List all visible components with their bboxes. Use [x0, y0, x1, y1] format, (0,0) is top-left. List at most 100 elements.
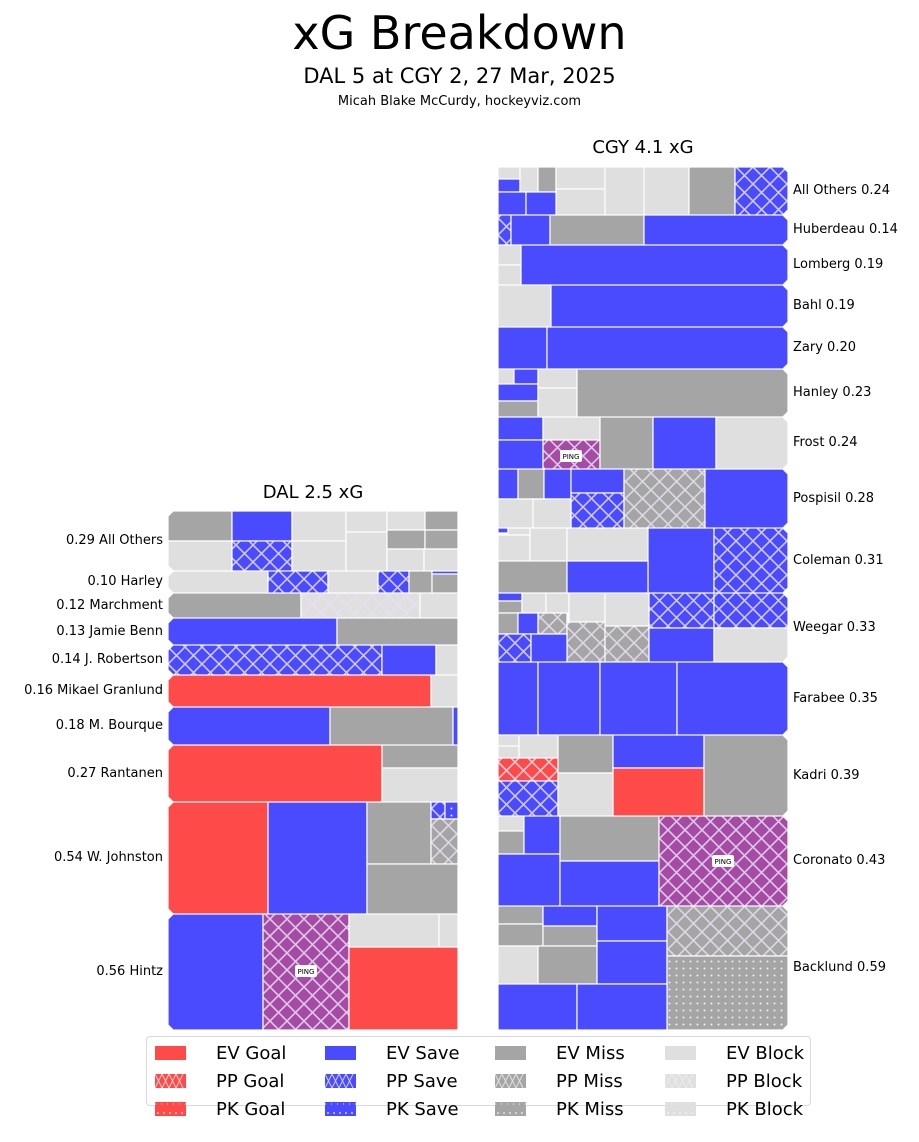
shot-ev-save: [513, 369, 539, 385]
shot-ev-block: [345, 511, 388, 533]
shot-pp-save: [570, 492, 625, 528]
player-label: All Others 0.24: [793, 183, 891, 198]
shot-ev-miss: [336, 618, 458, 645]
shot-pp-miss: [623, 469, 706, 528]
cgy-panel-title: CGY 4.1 xG: [592, 137, 694, 158]
shot-ev-block: [430, 675, 458, 707]
shot-ev-miss: [537, 167, 557, 193]
ping-label: PING: [563, 453, 580, 461]
legend-swatch: [495, 1074, 526, 1088]
shot-ev-save: [546, 327, 788, 369]
legend-label: EV Save: [386, 1043, 460, 1064]
shot-ev-block: [555, 188, 606, 215]
shot-ev-save: [520, 245, 788, 285]
shot-ev-block: [498, 745, 520, 759]
shot-ev-block: [498, 534, 531, 562]
shot-pp-miss: [537, 612, 568, 635]
shot-ev-block: [291, 511, 347, 542]
shot-ev-miss: [168, 593, 302, 618]
shot-ev-goal: [612, 767, 705, 816]
shot-ev-miss: [168, 511, 233, 542]
shot-pk-save: [444, 802, 458, 820]
shot-ev-miss: [498, 600, 523, 614]
player-label: 0.29 All Others: [65, 533, 163, 548]
shot-ev-save: [523, 816, 561, 855]
shot-ev-goal: [348, 946, 458, 1030]
ping-annotation: PING: [560, 450, 582, 462]
player-row-farabee: [498, 662, 788, 735]
legend-label: EV Miss: [556, 1043, 625, 1064]
player-label: 0.54 W. Johnston: [53, 850, 163, 865]
shot-ev-miss: [329, 707, 454, 745]
shot-ev-goal: [168, 745, 383, 802]
legend-swatch: [325, 1074, 356, 1088]
legend-label: PK Goal: [216, 1099, 286, 1120]
shot-ev-block: [643, 167, 690, 215]
shot-pp-save: [267, 571, 329, 593]
player-row-jamie-benn: [168, 618, 458, 645]
dal-panel-title: DAL 2.5 xG: [262, 482, 364, 503]
legend-label: PK Miss: [556, 1099, 624, 1120]
shot-ev-save: [498, 853, 561, 906]
shot-ev-miss: [576, 369, 788, 417]
shot-ev-block: [386, 511, 426, 531]
shot-ev-miss: [498, 923, 544, 947]
shot-ev-save: [498, 662, 539, 735]
legend-label: PP Block: [726, 1071, 803, 1092]
shot-ev-block: [532, 498, 572, 528]
legend-swatch: [155, 1046, 186, 1060]
shot-ev-save: [510, 215, 551, 245]
shot-ev-save: [530, 633, 568, 662]
shot-ev-block: [529, 528, 568, 562]
shot-ev-block: [498, 498, 534, 528]
shot-ev-block: [507, 528, 531, 536]
shot-ev-goal: [168, 675, 432, 707]
shot-pp-block: [300, 593, 421, 618]
shot-ev-goal: [168, 802, 269, 914]
player-row-huberdeau: [498, 215, 788, 245]
author-credit: Micah Blake McCurdy, hockeyviz.com: [337, 94, 582, 109]
legend-label: PP Save: [386, 1071, 458, 1092]
player-row-mikael-granlund: [168, 675, 458, 707]
shot-ev-miss: [549, 215, 645, 245]
shot-ev-miss: [537, 945, 598, 985]
player-row-bahl: [498, 285, 788, 327]
shot-ev-save: [559, 860, 660, 906]
legend-swatch: [325, 1046, 356, 1060]
player-label: 0.18 M. Bourque: [55, 718, 163, 733]
player-label: Bahl 0.19: [793, 298, 855, 313]
shot-ev-save: [570, 469, 625, 494]
shot-ev-block: [555, 167, 606, 190]
legend-label: PP Miss: [556, 1071, 623, 1092]
player-row-coleman: [498, 528, 788, 593]
shot-pp-save: [498, 780, 559, 816]
shot-ev-save: [596, 940, 668, 985]
shot-ev-miss: [424, 529, 458, 550]
shot-ev-miss: [408, 571, 433, 593]
shot-ev-save: [676, 662, 788, 735]
legend-swatch: [665, 1074, 696, 1088]
player-row-lomberg: [498, 245, 788, 285]
ping-annotation: PING: [295, 965, 317, 977]
legend-swatch: [495, 1102, 526, 1116]
shot-ev-block: [435, 645, 458, 675]
shot-ev-save: [525, 191, 557, 215]
player-row-weegar: [498, 593, 788, 662]
cgy-treemap: PING PING: [498, 167, 788, 1030]
shot-ev-save: [267, 802, 368, 914]
shot-pp-save: [713, 593, 788, 629]
legend-label: PK Block: [726, 1099, 804, 1120]
player-label: 0.10 Harley: [87, 574, 163, 589]
shot-pp-save: [713, 528, 788, 593]
shot-ev-miss: [498, 400, 539, 417]
shot-ev-save: [550, 285, 788, 327]
shot-ev-block: [498, 285, 552, 327]
shot-ev-block: [537, 387, 578, 417]
shot-ev-save: [452, 707, 458, 745]
ping-annotation: PING: [712, 855, 734, 867]
shot-ev-save: [498, 327, 548, 369]
shot-ev-block: [348, 914, 440, 948]
shot-ev-block: [498, 735, 520, 747]
shot-ev-block: [521, 593, 547, 614]
shot-ev-save: [599, 662, 678, 735]
